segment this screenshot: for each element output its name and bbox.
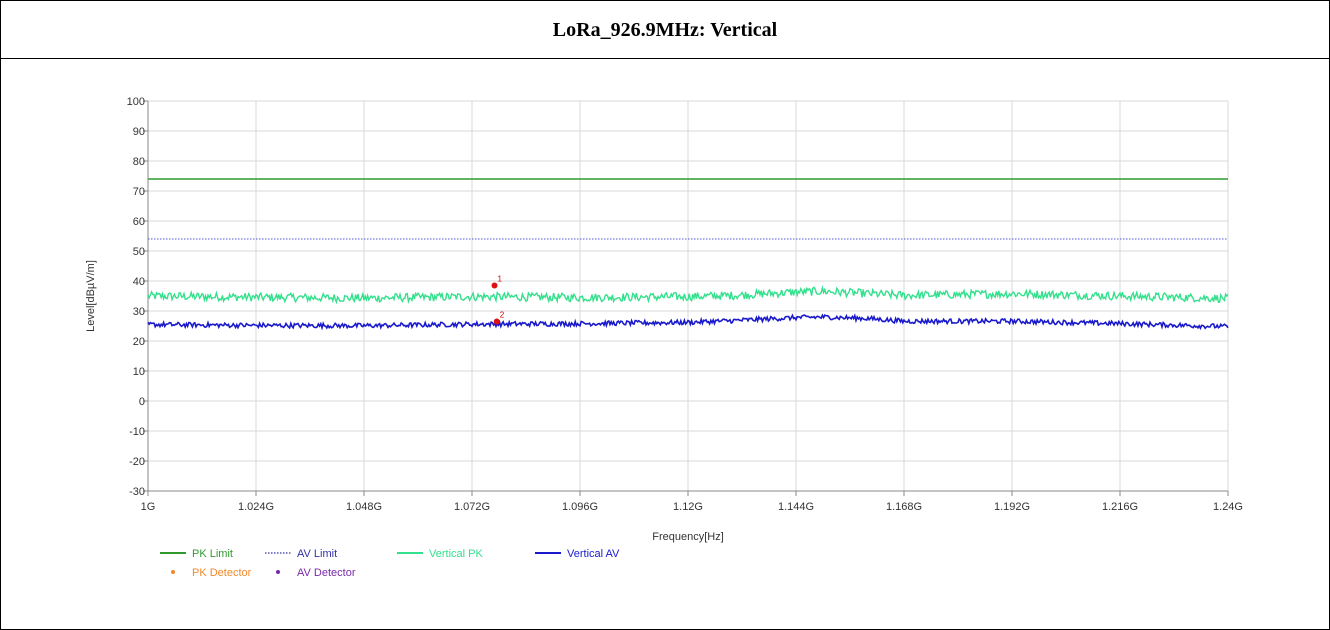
legend-av-detector-label: AV Detector: [297, 567, 356, 579]
y-axis-title: Level[dBµV/m]: [85, 260, 97, 332]
marker-point-2: [493, 318, 500, 325]
marker-label-1: 1: [498, 275, 503, 284]
x-tick-label-7: 1.168G: [886, 501, 922, 513]
legend-av-limit-label: AV Limit: [297, 548, 337, 560]
y-tick-label-11: 80: [133, 156, 145, 168]
series-vertical-pk: [147, 285, 1229, 305]
legend: PK Limit AV Limit Vertical PK Vertical AV PK…: [160, 548, 620, 579]
y-tick-label-3: 0: [139, 396, 145, 408]
marker-label-2: 2: [500, 311, 505, 320]
y-tick-label-0: -30: [129, 486, 145, 498]
title-band: LoRa_926.9MHz: Vertical: [1, 1, 1329, 59]
legend-pk-limit-label: PK Limit: [192, 548, 233, 560]
axes: -30 -20 -10 0 10 20 30 40 50 60 70 80 90 100 1G 1.024G 1…: [127, 96, 1243, 513]
y-tick-label-1: -20: [129, 456, 145, 468]
legend-vertical-av-label: Vertical AV: [567, 548, 620, 560]
y-tick-label-8: 50: [133, 246, 145, 258]
marker-layer: 12: [491, 275, 505, 325]
x-tick-label-6: 1.144G: [778, 501, 814, 513]
x-axis-title: Frequency[Hz]: [652, 531, 724, 543]
y-tick-label-10: 70: [133, 186, 145, 198]
x-tick-label-9: 1.216G: [1102, 501, 1138, 513]
y-tick-label-2: -10: [129, 426, 145, 438]
legend-av-detector-swatch: [276, 570, 280, 574]
series-vertical-av: [147, 313, 1229, 331]
x-tick-label-10: 1.24G: [1213, 501, 1243, 513]
y-tick-label-9: 60: [133, 216, 145, 228]
x-tick-label-2: 1.048G: [346, 501, 382, 513]
y-tick-label-12: 90: [133, 126, 145, 138]
y-tick-label-4: 10: [133, 366, 145, 378]
y-tick-label-7: 40: [133, 276, 145, 288]
x-tick-label-8: 1.192G: [994, 501, 1030, 513]
legend-vertical-pk-label: Vertical PK: [429, 548, 483, 560]
y-tick-label-5: 20: [133, 336, 145, 348]
x-tick-label-1: 1.024G: [238, 501, 274, 513]
x-tick-label-5: 1.12G: [673, 501, 703, 513]
legend-pk-detector-swatch: [171, 570, 175, 574]
marker-point-1: [491, 282, 498, 289]
x-tick-label-3: 1.072G: [454, 501, 490, 513]
x-tick-label-4: 1.096G: [562, 501, 598, 513]
series-layer: [147, 178, 1229, 331]
y-tick-label-13: 100: [127, 96, 145, 108]
x-tick-label-0: 1G: [141, 501, 156, 513]
y-tick-label-6: 30: [133, 306, 145, 318]
legend-pk-detector-label: PK Detector: [192, 567, 252, 579]
chart-title: LoRa_926.9MHz: Vertical: [552, 19, 778, 41]
